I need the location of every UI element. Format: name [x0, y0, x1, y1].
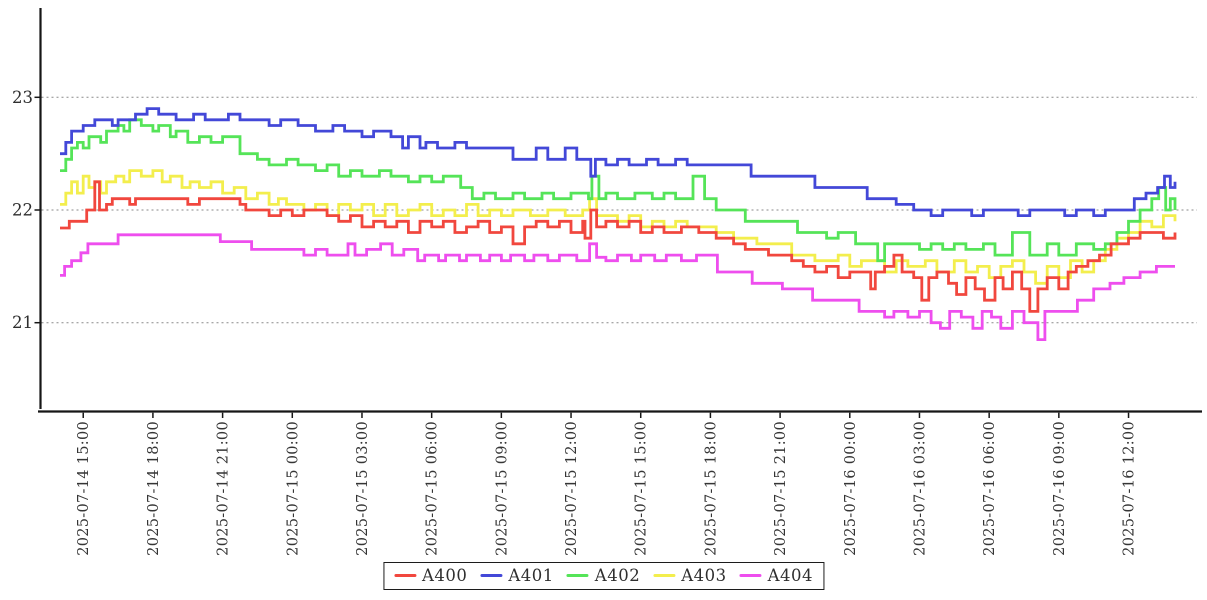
x-tick-label-8: 2025-07-15 15:00	[634, 421, 650, 556]
series-line-a402	[60, 118, 1177, 263]
series-line-a404	[60, 233, 1175, 341]
x-tick-label-0: 2025-07-14 15:00	[76, 421, 92, 556]
legend-swatch-a400	[393, 573, 416, 578]
x-tick-label-14: 2025-07-16 09:00	[1052, 421, 1068, 556]
series-line-a400	[60, 180, 1177, 313]
legend-swatch-a402	[566, 573, 589, 578]
legend-label-a403: A403	[681, 566, 727, 585]
legend-item-a404: A404	[739, 566, 814, 585]
legend-item-a403: A403	[653, 566, 726, 585]
legend: A400 A401 A402 A403 A404	[382, 562, 825, 590]
legend-swatch-a401	[480, 573, 503, 578]
x-tick-label-11: 2025-07-16 00:00	[843, 421, 859, 556]
legend-item-a400: A400	[393, 566, 468, 585]
y-tick-label-22: 22	[12, 201, 33, 220]
x-tick-label-2: 2025-07-14 21:00	[216, 421, 232, 556]
x-tick-label-13: 2025-07-16 06:00	[982, 421, 998, 556]
series-line-a401	[60, 107, 1177, 217]
y-tick-label-23: 23	[12, 88, 33, 107]
legend-label-a400: A400	[421, 566, 468, 585]
y-tick-label-21: 21	[12, 313, 33, 332]
legend-label-a402: A402	[594, 566, 641, 585]
legend-item-a401: A401	[480, 566, 553, 585]
legend-label-a404: A404	[767, 566, 814, 585]
x-tick-label-9: 2025-07-15 18:00	[703, 421, 719, 556]
x-tick-label-15: 2025-07-16 12:00	[1122, 421, 1138, 556]
x-tick-label-7: 2025-07-15 12:00	[564, 421, 580, 556]
x-tick-label-1: 2025-07-14 18:00	[146, 421, 162, 556]
x-tick-label-12: 2025-07-16 03:00	[912, 421, 928, 556]
legend-item-a402: A402	[566, 566, 641, 585]
x-tick-label-5: 2025-07-15 06:00	[425, 421, 441, 556]
x-tick-label-10: 2025-07-15 21:00	[773, 421, 789, 556]
legend-label-a401: A401	[508, 566, 554, 585]
legend-swatch-a403	[653, 573, 676, 578]
x-tick-label-3: 2025-07-15 00:00	[285, 421, 301, 556]
series-line-a403	[60, 169, 1177, 285]
x-tick-label-6: 2025-07-15 09:00	[494, 421, 510, 556]
x-tick-label-4: 2025-07-15 03:00	[355, 421, 371, 556]
legend-swatch-a404	[739, 573, 762, 578]
